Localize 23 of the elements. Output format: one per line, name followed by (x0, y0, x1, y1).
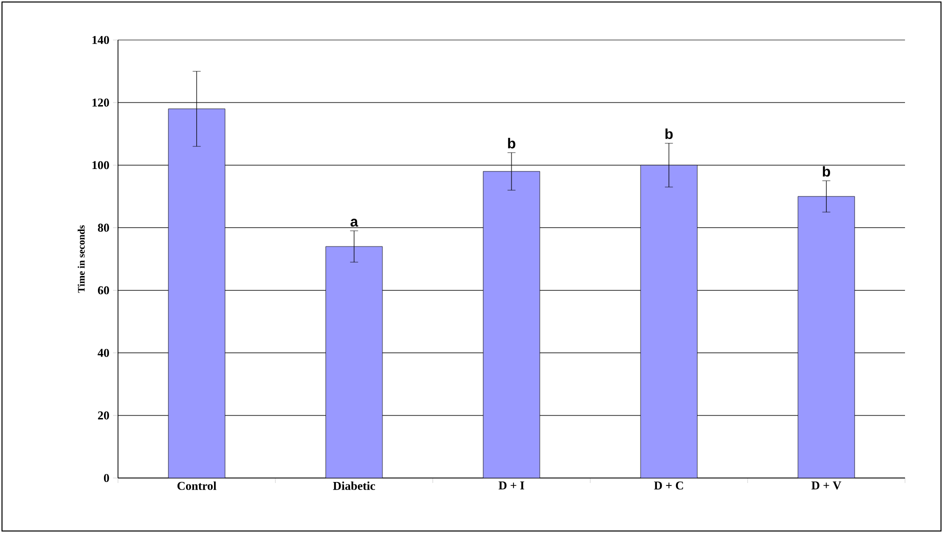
y-tick-label: 20 (98, 411, 110, 420)
x-tick-label: D + C (654, 482, 684, 490)
y-tick-label: 120 (92, 98, 110, 107)
annotation: b (508, 138, 516, 148)
bar (168, 108, 226, 478)
x-tick-label: Control (177, 482, 216, 490)
bar (326, 246, 383, 478)
annotation: a (350, 218, 358, 227)
y-tick-label: 60 (98, 286, 110, 294)
y-axis-title: Time in seconds (78, 225, 85, 293)
y-tick-label: 140 (92, 36, 110, 44)
x-tick-label: Diabetic (333, 482, 376, 490)
y-tick-label: 80 (98, 224, 110, 232)
bar (640, 164, 698, 478)
annotation: b (665, 128, 673, 140)
x-tick-label: D + I (498, 482, 524, 490)
bar (798, 196, 855, 478)
y-tick-label: 100 (92, 161, 110, 170)
bar (482, 171, 540, 478)
x-tick-label: D + V (811, 482, 842, 490)
y-tick-label: 40 (98, 348, 110, 357)
y-tick-label: 0 (104, 474, 110, 482)
annotation: b (822, 166, 830, 177)
